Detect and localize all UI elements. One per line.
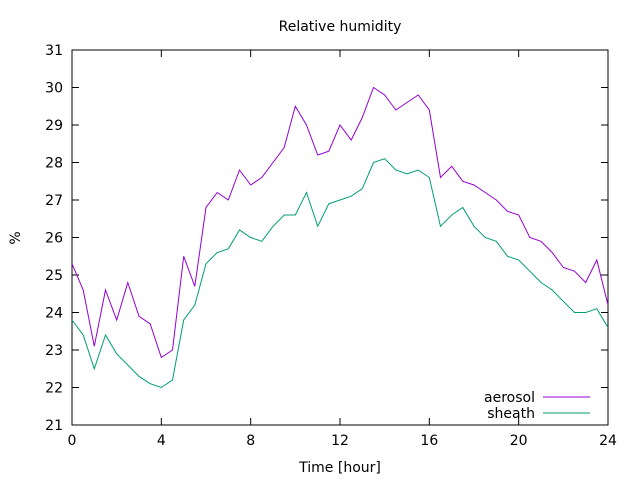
aerosol-line <box>71 86 609 359</box>
x-tick-label: 4 <box>157 433 166 449</box>
x-tick-label: 12 <box>331 433 349 449</box>
series-lines <box>71 86 609 389</box>
x-tick-label: 0 <box>68 433 77 449</box>
x-tick-label: 8 <box>246 433 255 449</box>
y-tick-label: 23 <box>45 343 63 359</box>
y-tick-label: 30 <box>45 81 63 97</box>
y-tick-label: 24 <box>45 306 63 322</box>
x-tick-label: 20 <box>510 433 528 449</box>
sheath-line <box>71 158 609 389</box>
y-tick-label: 31 <box>45 43 63 59</box>
plot-frame <box>71 49 609 426</box>
x-axis-label: Time [hour] <box>298 460 381 476</box>
y-axis-label: % <box>8 231 24 244</box>
x-tick-label: 24 <box>599 433 617 449</box>
x-tick-label: 16 <box>420 433 438 449</box>
y-tick-label: 29 <box>45 118 63 134</box>
y-tick-label: 26 <box>45 231 63 247</box>
y-tick-label: 21 <box>45 418 63 434</box>
chart-title: Relative humidity <box>279 19 402 35</box>
legend-label-sheath: sheath <box>487 406 535 422</box>
y-tick-label: 25 <box>45 268 63 284</box>
legend-label-aerosol: aerosol <box>484 390 535 406</box>
y-tick-label: 28 <box>45 156 63 172</box>
y-tick-label: 27 <box>45 193 63 209</box>
axis-ticks: 0 4 8 12 16 20 24 21 22 23 24 25 26 27 28 29 30 31 <box>45 43 617 449</box>
y-tick-label: 22 <box>45 381 63 397</box>
